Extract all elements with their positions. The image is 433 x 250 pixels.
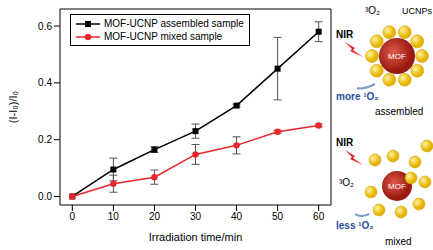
svg-text:60: 60 (313, 211, 325, 222)
svg-text:MOF: MOF (388, 52, 406, 61)
svg-text:10: 10 (108, 211, 120, 222)
svg-text:0.6: 0.6 (38, 21, 52, 32)
svg-text:0.0: 0.0 (38, 191, 52, 202)
svg-text:0.4: 0.4 (38, 77, 52, 88)
svg-text:20: 20 (149, 211, 161, 222)
svg-text:NIR: NIR (336, 137, 354, 148)
svg-text:assembled: assembled (375, 106, 423, 117)
svg-text:more ¹O₂: more ¹O₂ (336, 91, 379, 102)
svg-text:NIR: NIR (336, 29, 354, 40)
svg-text:50: 50 (272, 211, 284, 222)
svg-text:mixed: mixed (385, 236, 412, 247)
html-text:MOF-UCNP mixed sample: MOF-UCNP mixed sample (104, 31, 223, 42)
svg-text:MOF: MOF (388, 182, 406, 191)
svg-text:³O₂: ³O₂ (365, 5, 380, 16)
svg-text:UCNPs: UCNPs (402, 6, 433, 16)
svg-text:(I-I₀)/I₀: (I-I₀)/I₀ (7, 91, 19, 123)
svg-text:less ¹O₂: less ¹O₂ (336, 220, 374, 231)
svg-text:³O₂: ³O₂ (339, 177, 354, 188)
svg-text:Irradiation time/min: Irradiation time/min (149, 231, 243, 243)
html-text:MOF-UCNP assembled sample: MOF-UCNP assembled sample (104, 18, 244, 29)
svg-text:40: 40 (231, 211, 243, 222)
svg-text:0: 0 (70, 211, 76, 222)
svg-text:0.2: 0.2 (38, 134, 52, 145)
svg-text:30: 30 (190, 211, 202, 222)
